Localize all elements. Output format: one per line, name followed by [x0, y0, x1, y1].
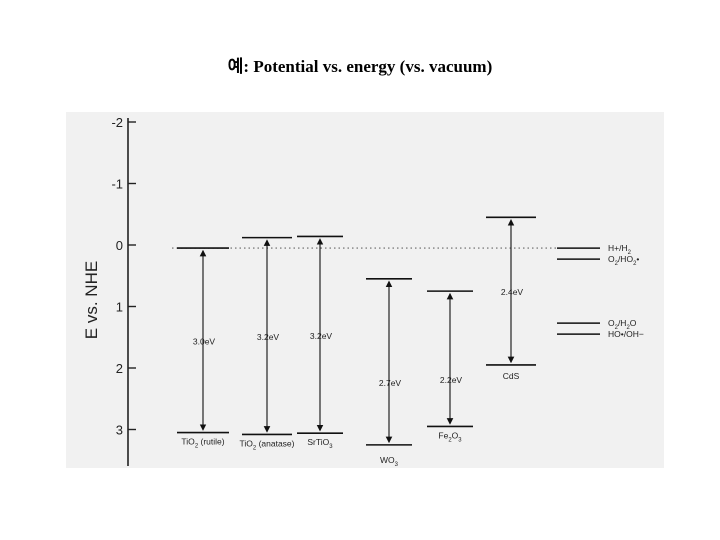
y-tick-label: -2 — [111, 115, 123, 130]
band-gap-label: 3.0eV — [193, 336, 216, 346]
band-gap-label: 3.2eV — [257, 332, 280, 342]
semiconductor-0: 3.0eV TiO2 (rutile) — [177, 247, 229, 450]
redox-level-label: O2/H2O — [608, 318, 637, 331]
band-gap-label: 2.7eV — [379, 378, 402, 388]
slide-title: 예: Potential vs. energy (vs. vacuum) — [227, 57, 493, 76]
y-axis-label: E vs. NHE — [82, 261, 101, 339]
semiconductor-4: 2.2eV Fe2O3 — [427, 290, 473, 443]
semiconductor-2: 3.2eV SrTiO3 — [297, 235, 343, 450]
redox-level-3: HO•/OH− — [557, 329, 644, 339]
redox-level-label: H+/H2 — [608, 243, 631, 256]
material-name-label: TiO2 (rutile) — [181, 437, 224, 450]
y-tick-label: -1 — [111, 177, 123, 192]
material-name-label: TiO2 (anatase) — [240, 438, 295, 451]
y-tick-label: 1 — [116, 300, 123, 315]
band-gap-label: 2.4eV — [501, 287, 524, 297]
y-tick-label: 0 — [116, 238, 123, 253]
redox-level-label: HO•/OH− — [608, 329, 644, 339]
redox-level-1: O2/HO2• — [557, 254, 639, 267]
semiconductor-5: 2.4eV CdS — [486, 216, 536, 381]
band-gap-label: 2.2eV — [440, 375, 463, 385]
semiconductor-1: 3.2eV TiO2 (anatase) — [240, 236, 295, 451]
semiconductor-3: 2.7eV WO3 — [366, 278, 412, 468]
scanned-figure-background — [66, 112, 664, 468]
material-name-label: Fe2O3 — [438, 430, 462, 443]
redox-level-label: O2/HO2• — [608, 254, 639, 267]
y-tick-label: 2 — [116, 361, 123, 376]
redox-level-0: H+/H2 — [557, 243, 631, 256]
y-tick-label: 3 — [116, 423, 123, 438]
material-name-label: WO3 — [380, 455, 399, 468]
band-gap-label: 3.2eV — [310, 331, 333, 341]
material-name-label: CdS — [503, 371, 520, 381]
redox-level-2: O2/H2O — [557, 318, 637, 331]
material-name-label: SrTiO3 — [307, 437, 333, 450]
